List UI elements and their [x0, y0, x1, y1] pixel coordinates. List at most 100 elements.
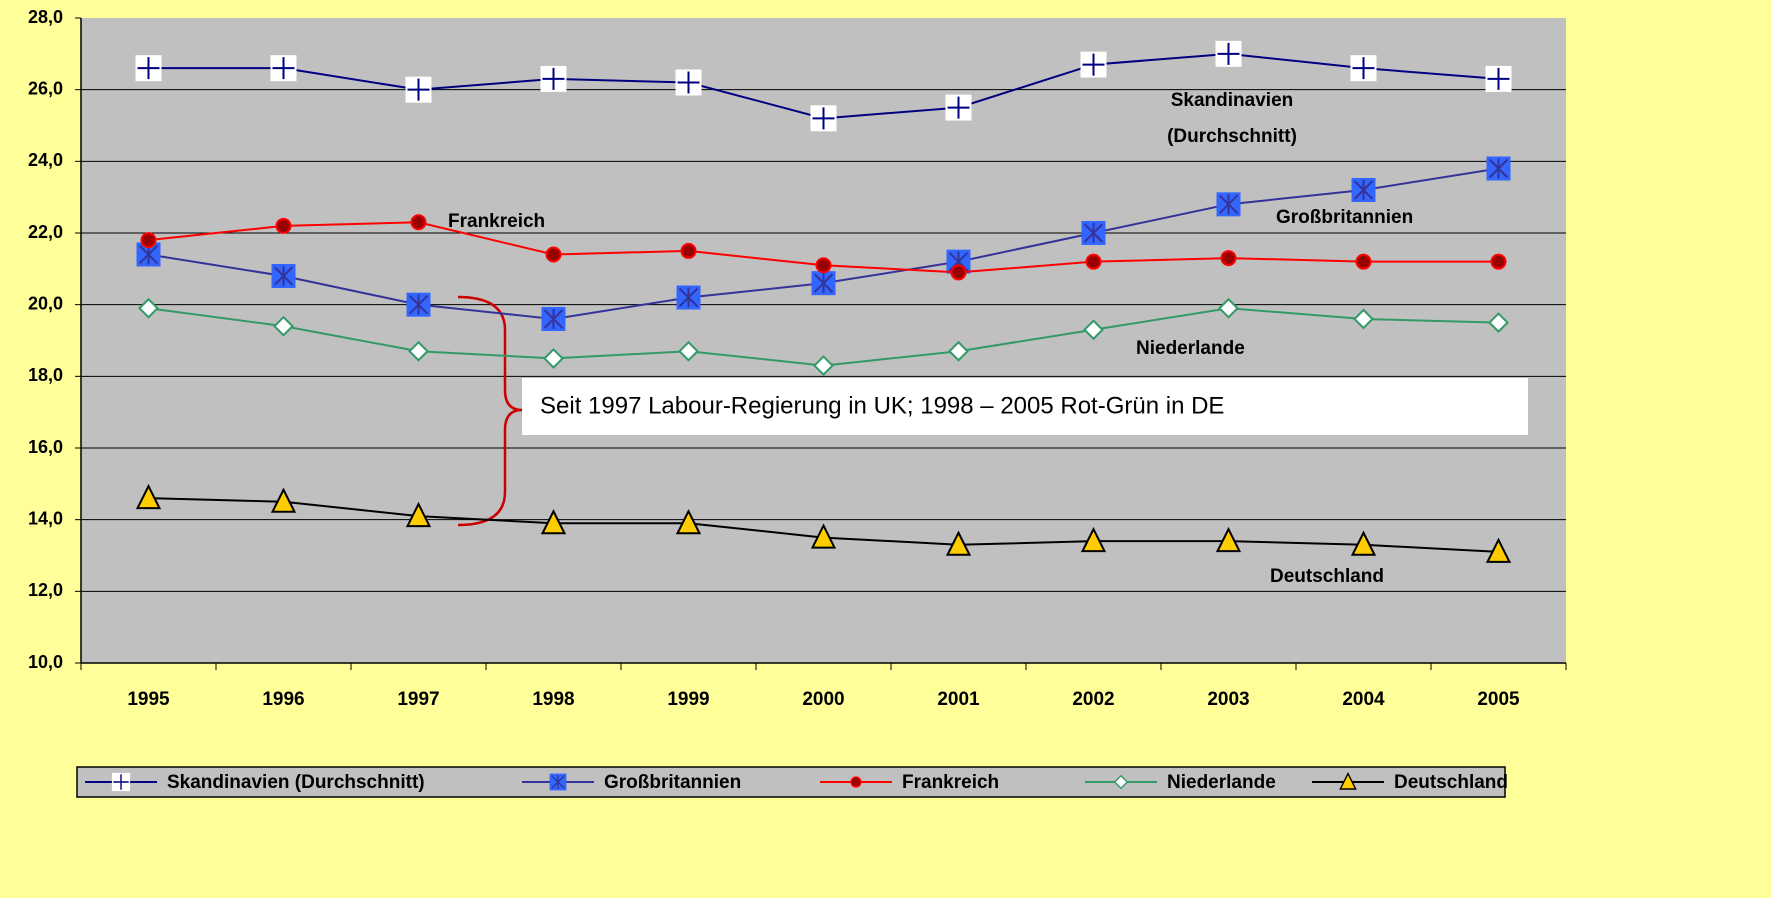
marker	[135, 55, 162, 82]
marker	[1488, 312, 1509, 333]
marker	[1355, 253, 1372, 270]
marker	[541, 307, 566, 331]
marker	[1490, 253, 1507, 270]
marker-star	[678, 287, 699, 308]
marker-dot	[545, 246, 562, 263]
marker-diamond	[543, 348, 564, 369]
marker-dot	[140, 232, 157, 249]
marker-dot	[410, 214, 427, 231]
annotation: (Durchschnitt)	[1167, 126, 1297, 147]
marker-diamond	[1083, 319, 1104, 341]
y-tick-label: 14,0	[28, 508, 63, 528]
marker	[1353, 308, 1374, 330]
marker	[1215, 526, 1242, 553]
marker-triangle	[540, 509, 567, 535]
marker-star	[813, 273, 834, 294]
marker-star	[1218, 194, 1239, 215]
legend-label: Frankreich	[902, 772, 999, 793]
marker	[1215, 40, 1242, 67]
marker-plus	[113, 774, 129, 790]
x-tick-label: 2000	[802, 689, 844, 710]
marker	[1081, 221, 1106, 245]
marker-plus	[542, 67, 565, 90]
marker	[408, 340, 429, 362]
marker-plus	[947, 96, 970, 119]
marker-plus	[137, 57, 160, 80]
x-tick-label: 1998	[532, 689, 574, 710]
marker-dot	[850, 776, 862, 788]
annotation: Deutschland	[1270, 566, 1384, 587]
y-tick-label: 28,0	[28, 7, 63, 27]
marker-star	[543, 309, 564, 329]
marker-diamond	[813, 355, 834, 376]
marker-plus	[1487, 67, 1510, 90]
marker	[270, 55, 297, 82]
marker	[675, 69, 702, 96]
marker	[135, 483, 162, 510]
grid	[81, 89, 1566, 592]
y-tick-label: 16,0	[28, 437, 63, 457]
y-tick-label: 18,0	[28, 365, 63, 385]
marker	[270, 487, 297, 513]
marker-star	[551, 775, 565, 790]
marker-plus	[1217, 42, 1240, 65]
marker-plus	[812, 107, 835, 130]
x-tick-label: 2005	[1477, 689, 1520, 710]
annotation: Skandinavien	[1171, 90, 1294, 111]
legend-label: Deutschland	[1394, 772, 1508, 793]
legend-marker	[850, 776, 862, 788]
marker	[1486, 156, 1511, 181]
marker	[405, 501, 432, 528]
marker	[410, 214, 427, 231]
x-tick-label: 1999	[667, 689, 709, 710]
x-tick-label: 2002	[1072, 689, 1114, 710]
marker-triangle	[1485, 537, 1512, 563]
marker	[405, 76, 432, 103]
marker-dot	[950, 264, 967, 281]
marker	[676, 285, 701, 310]
legend-label: Skandinavien (Durchschnitt)	[167, 772, 425, 793]
marker-triangle	[1339, 772, 1357, 790]
marker	[543, 348, 564, 369]
marker-star	[1488, 158, 1509, 179]
marker	[540, 65, 567, 92]
annotation: Frankreich	[448, 211, 545, 232]
marker	[680, 242, 697, 259]
marker	[406, 292, 431, 317]
marker-dot	[815, 257, 832, 274]
marker-diamond	[408, 340, 429, 362]
marker-triangle	[810, 523, 837, 549]
marker-diamond	[1353, 308, 1374, 330]
marker-triangle	[1080, 526, 1107, 553]
y-tick-label: 20,0	[28, 293, 63, 313]
marker-diamond	[948, 340, 969, 362]
marker-triangle	[135, 483, 162, 510]
marker	[948, 340, 969, 362]
marker	[945, 530, 972, 556]
marker-triangle	[1215, 526, 1242, 553]
marker	[1350, 530, 1377, 556]
annotation: Großbritannien	[1276, 207, 1413, 228]
marker-diamond	[273, 315, 294, 337]
marker	[271, 264, 296, 288]
marker-diamond	[1218, 297, 1239, 319]
marker-diamond	[138, 297, 159, 319]
y-tick-label: 26,0	[28, 78, 63, 98]
marker-star	[1083, 223, 1104, 243]
marker-plus	[407, 78, 430, 101]
legend	[76, 766, 1506, 798]
marker-dot	[1490, 253, 1507, 270]
marker	[945, 94, 972, 121]
marker	[813, 355, 834, 376]
marker	[1351, 178, 1376, 202]
marker	[1350, 55, 1377, 82]
legend-marker	[111, 772, 131, 792]
marker	[273, 315, 294, 337]
marker	[1485, 65, 1512, 92]
y-tick-label: 12,0	[28, 580, 63, 600]
marker-star	[408, 294, 429, 315]
marker-diamond	[678, 340, 699, 362]
marker-dot	[1355, 253, 1372, 270]
marker-diamond	[1113, 774, 1129, 790]
